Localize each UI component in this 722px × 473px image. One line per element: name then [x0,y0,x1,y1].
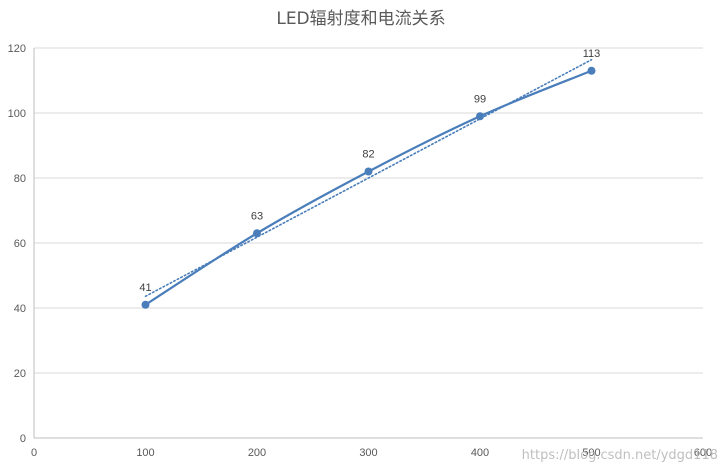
y-tick-label: 80 [14,173,26,185]
x-tick-label: 300 [359,447,377,459]
axes [33,48,703,439]
y-tick-label: 0 [20,433,26,445]
x-tick-label: 400 [471,447,489,459]
y-tick-label: 100 [8,108,26,120]
data-label: 41 [139,282,151,294]
series-line [144,69,592,306]
x-tick-labels: 0 100 200 300 400 500 600 [31,447,712,459]
y-tick-label: 20 [14,368,26,380]
x-tick-label: 0 [31,447,37,459]
chart-title: LED辐射度和电流关系 [276,9,445,29]
x-tick-label: 200 [248,447,266,459]
data-label: 82 [362,149,374,161]
watermark: https://blog.csdn.net/ydgd118 [522,448,718,463]
y-tick-label: 120 [8,43,26,55]
data-point [587,66,596,75]
y-tick-label: 40 [14,303,26,315]
y-tick-labels: 0 20 40 60 80 100 120 [8,43,26,445]
x-tick-label: 600 [694,447,712,459]
series-line-path [144,69,592,306]
x-tick-label: 500 [582,447,600,459]
gridlines [34,47,703,374]
y-tick-label: 60 [14,238,26,250]
data-point [253,229,261,238]
data-points [141,66,596,309]
data-point [364,167,373,176]
data-label: 63 [251,210,263,222]
data-label: 99 [474,93,486,105]
data-point [476,112,484,121]
data-label: 113 [583,48,601,60]
data-labels: 41 63 82 99 113 [139,48,600,294]
x-tick-label: 100 [136,447,154,459]
data-point [141,300,150,309]
